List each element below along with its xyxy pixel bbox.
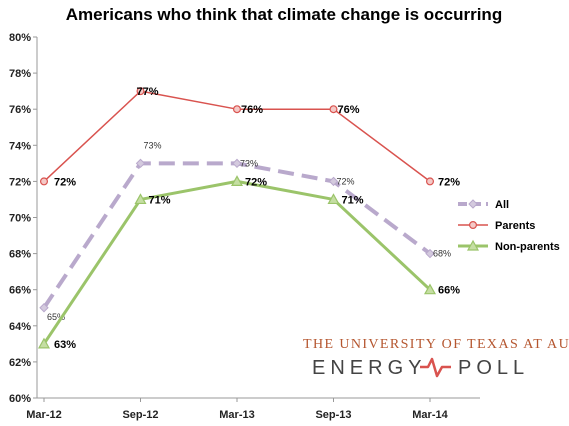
y-tick-label: 60% (9, 393, 31, 405)
axes: 60% 62% 64% 66% 68% 70% 72% 74% 76% 78% 80% Mar-12 S… (9, 32, 480, 421)
y-tick-label: 72% (9, 176, 31, 188)
legend-marker-non-parents (466, 239, 480, 251)
data-label-all: 65% (47, 312, 65, 322)
y-tick-label: 64% (9, 321, 31, 333)
data-point-all (232, 158, 242, 169)
legend-marker-parents (469, 221, 478, 230)
series-parents: 72% 77% 76% 76% 72% (39, 86, 460, 188)
data-label-parents: 72% (438, 176, 460, 188)
y-tick-label: 68% (9, 249, 31, 261)
logo-word-energy: ENERGY (312, 357, 426, 379)
data-label-parents: 76% (241, 104, 263, 116)
series-all: 65% 73% 73% 72% 68% (39, 140, 451, 322)
data-label-non-parents: 71% (342, 194, 364, 206)
y-tick-label: 74% (9, 140, 31, 152)
data-label-parents: 77% (137, 86, 159, 98)
x-tick-label: Mar-13 (219, 409, 254, 421)
pulse-icon (420, 357, 451, 378)
series-non-parents: 63% 71% 72% 71% 66% (37, 175, 460, 351)
data-label-all: 68% (433, 249, 451, 259)
data-point-non-parents (230, 175, 244, 186)
legend-item-non-parents: Non-parents (458, 239, 560, 253)
data-point-all (425, 248, 435, 259)
legend-label-parents: Parents (495, 220, 535, 232)
x-tick-label: Mar-12 (26, 409, 61, 421)
legend-item-parents: Parents (458, 220, 535, 232)
data-label-non-parents: 72% (245, 176, 267, 188)
data-label-parents: 76% (338, 104, 360, 116)
data-point-parents (426, 177, 435, 186)
y-tick-label: 62% (9, 357, 31, 369)
data-point-parents (136, 87, 145, 96)
y-tick-label: 70% (9, 213, 31, 225)
series-line-non-parents (42, 179, 432, 345)
data-point-all (135, 158, 146, 169)
logo-university-text: THE UNIVERSITY OF TEXAS AT AUSTIN (303, 337, 569, 352)
x-tick-label: Sep-13 (315, 409, 351, 421)
data-label-non-parents: 66% (438, 285, 460, 297)
legend: All Parents Non-parents (458, 199, 560, 253)
data-point-all (328, 176, 339, 187)
energy-poll-logo: THE UNIVERSITY OF TEXAS AT AUSTIN ENERGY… (303, 337, 569, 379)
legend-marker-all (468, 199, 478, 209)
data-point-non-parents (423, 283, 437, 295)
chart-title: Americans who think that climate change … (66, 5, 502, 24)
x-tick-label: Sep-12 (122, 409, 158, 421)
x-tick-label: Mar-14 (412, 409, 448, 421)
data-point-non-parents (37, 337, 51, 349)
legend-label-non-parents: Non-parents (495, 241, 560, 253)
data-label-all: 73% (240, 158, 258, 168)
data-point-parents (233, 105, 242, 114)
data-label-all: 72% (337, 176, 355, 186)
y-tick-label: 80% (9, 32, 31, 44)
data-label-non-parents: 63% (54, 339, 76, 351)
data-point-parents (39, 177, 48, 186)
legend-item-all: All (458, 199, 509, 211)
data-point-all (39, 303, 49, 313)
data-point-non-parents (134, 193, 147, 205)
data-label-non-parents: 71% (149, 194, 171, 206)
data-label-parents: 72% (54, 176, 76, 188)
data-point-parents (329, 105, 338, 114)
data-point-non-parents (327, 193, 340, 205)
logo-word-poll: POLL (458, 357, 529, 379)
data-label-all: 73% (144, 140, 162, 150)
series-layer: 65%73%73%72%68%72%77%76% 76%72%63%71%72%7… (37, 86, 460, 351)
y-tick-label: 78% (9, 68, 31, 80)
y-tick-label: 66% (9, 285, 31, 297)
y-tick-label: 76% (9, 104, 31, 116)
legend-label-all: All (495, 199, 509, 211)
